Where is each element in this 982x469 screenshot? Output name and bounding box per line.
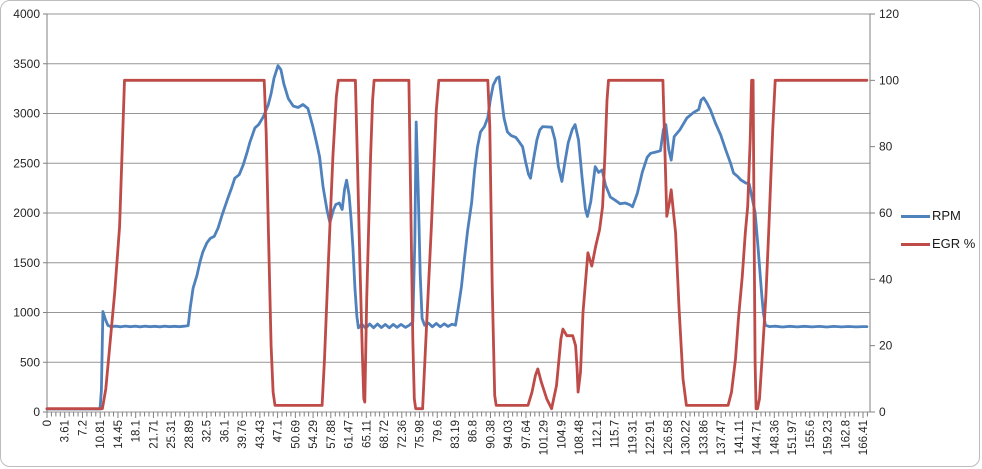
x-axis-tick-label: 119.31 <box>627 420 639 454</box>
x-axis-tick-label: 43.43 <box>255 420 267 449</box>
x-axis-tick-label: 47.1 <box>273 420 285 442</box>
x-axis-tick-label: 75.98 <box>415 420 427 449</box>
x-axis-tick-label: 65.11 <box>361 420 373 448</box>
x-axis-tick-label: 7.2 <box>77 420 89 436</box>
legend-label-rpm: RPM <box>932 208 961 223</box>
x-axis-tick-label: 115.7 <box>610 420 622 448</box>
x-axis-tick-label: 39.76 <box>237 420 249 449</box>
egr-line-swatch <box>901 242 930 246</box>
left-axis-tick-label: 0 <box>33 405 40 419</box>
right-axis-tick-label: 40 <box>879 272 893 286</box>
x-axis-tick-label: 32.5 <box>202 420 214 442</box>
x-axis-tick-label: 108.48 <box>574 420 586 455</box>
x-axis-tick-label: 36.1 <box>219 420 231 442</box>
x-axis-tick-label: 79.6 <box>432 420 444 442</box>
x-axis-tick-label: 122.91 <box>645 420 657 455</box>
x-axis-tick-label: 61.47 <box>344 420 356 449</box>
x-axis-tick-label: 97.64 <box>521 419 533 448</box>
rpm-line-swatch <box>901 214 930 218</box>
legend-entry-rpm[interactable]: RPM <box>901 205 975 227</box>
right-axis-tick-label: 20 <box>879 339 893 353</box>
x-axis-tick-label: 104.9 <box>556 420 568 449</box>
right-axis-tick-label: 60 <box>879 206 893 220</box>
x-axis-tick-label: 68.72 <box>379 420 391 449</box>
x-axis-tick-label: 159.23 <box>823 420 835 455</box>
x-axis-tick-label: 162.8 <box>840 420 852 449</box>
x-axis-tick-label: 72.36 <box>397 420 409 449</box>
x-axis-tick-label: 10.81 <box>95 420 107 449</box>
right-axis-tick-label: 0 <box>879 405 886 419</box>
x-axis-tick-label: 137.47 <box>716 420 728 455</box>
right-axis-tick-label: 120 <box>879 7 899 21</box>
x-axis-tick-label: 94.03 <box>503 420 515 449</box>
left-axis-tick-label: 1500 <box>13 256 40 270</box>
x-axis-tick-label: 133.86 <box>698 420 710 455</box>
left-axis-tick-label: 2000 <box>13 206 40 220</box>
legend-entry-egr[interactable]: EGR % <box>901 233 975 255</box>
right-axis-tick-label: 100 <box>879 73 899 87</box>
x-axis-tick-label: 25.31 <box>166 420 178 449</box>
x-axis-tick-label: 57.88 <box>326 420 338 449</box>
left-axis-tick-label: 3500 <box>13 57 40 71</box>
x-axis-tick-label: 54.29 <box>308 420 320 449</box>
egr-series-line <box>45 78 869 411</box>
x-axis-tick-label: 83.19 <box>450 420 462 449</box>
x-axis-tick-label: 21.71 <box>148 420 160 449</box>
x-axis-tick-label: 141.11 <box>734 420 746 454</box>
x-axis-tick-label: 126.58 <box>663 420 675 455</box>
rpm-series-line <box>45 64 869 411</box>
x-axis-tick-label: 148.36 <box>769 420 781 455</box>
x-axis-tick-label: 14.45 <box>113 420 125 449</box>
left-axis-tick-label: 1000 <box>13 306 40 320</box>
x-axis-tick-label: 3.61 <box>60 420 72 442</box>
x-axis-tick-label: 155.6 <box>805 420 817 449</box>
left-axis-tick-label: 3000 <box>13 107 40 121</box>
x-axis-tick-label: 28.89 <box>184 420 196 449</box>
x-axis-tick-label: 144.71 <box>752 420 764 455</box>
x-axis-tick-label: 86.8 <box>468 420 480 442</box>
x-axis-tick-label: 18.1 <box>131 420 143 442</box>
x-axis-tick-label: 130.22 <box>681 420 693 455</box>
x-axis-tick-label: 112.1 <box>592 420 604 448</box>
legend: RPM EGR % <box>901 205 975 261</box>
right-axis-tick-label: 80 <box>879 140 893 154</box>
x-axis-tick-label: 50.69 <box>290 420 302 449</box>
legend-label-egr: EGR % <box>932 236 976 251</box>
left-axis-tick-label: 4000 <box>13 7 40 21</box>
x-axis-tick-label: 90.38 <box>485 420 497 449</box>
left-axis-tick-label: 2500 <box>13 156 40 170</box>
x-axis-tick-label: 101.29 <box>539 420 551 455</box>
x-axis-tick-label: 151.97 <box>787 420 799 455</box>
x-axis-tick-label: 166.41 <box>858 420 870 455</box>
left-axis-tick-label: 500 <box>20 355 40 369</box>
x-axis-tick-label: 0 <box>42 420 54 426</box>
